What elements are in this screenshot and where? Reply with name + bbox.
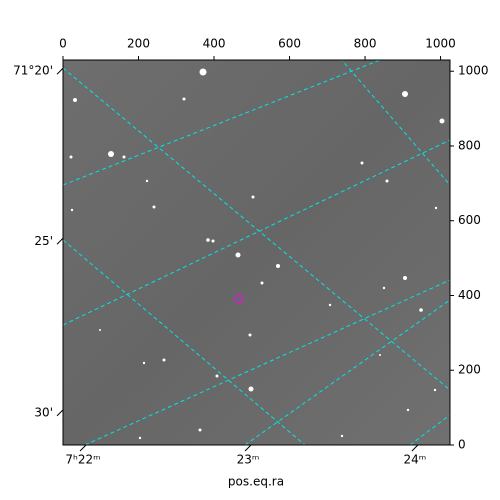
y-tick-label: 0 (458, 438, 466, 452)
dec-tick (56, 409, 64, 417)
ra-tick-label: 23ᵐ (237, 453, 260, 467)
frame (62, 59, 451, 446)
x-tick-label: 400 (203, 37, 226, 51)
y-tick-label: 600 (458, 213, 481, 227)
coordinate-grid (63, 60, 450, 445)
x-tick-label: 600 (278, 37, 301, 51)
dec-tick-label: 25' (34, 234, 53, 248)
x-tick-label: 0 (59, 37, 67, 51)
x-tick-label: 1000 (425, 37, 456, 51)
dec-tick-label: 30' (34, 405, 53, 419)
ra-tick (244, 444, 252, 452)
dec-tick-label: 71°20' (13, 64, 53, 78)
x-axis-label: pos.eq.ra (228, 475, 284, 489)
ra-tick-label: 7ʰ22ᵐ (65, 453, 100, 467)
dec-tick (56, 237, 64, 245)
ra-tick (411, 444, 419, 452)
target-marker (234, 294, 244, 304)
y-tick-label: 200 (458, 363, 481, 377)
y-tick-label: 800 (458, 138, 481, 152)
y-tick-label: 1000 (458, 64, 489, 78)
ra-tick (79, 444, 87, 452)
dec-tick (56, 67, 64, 75)
x-tick-label: 800 (354, 37, 377, 51)
ra-tick-label: 24ᵐ (404, 453, 427, 467)
y-tick-label: 400 (458, 288, 481, 302)
stars (69, 68, 445, 440)
x-tick-label: 200 (127, 37, 150, 51)
sky-image (63, 60, 450, 445)
